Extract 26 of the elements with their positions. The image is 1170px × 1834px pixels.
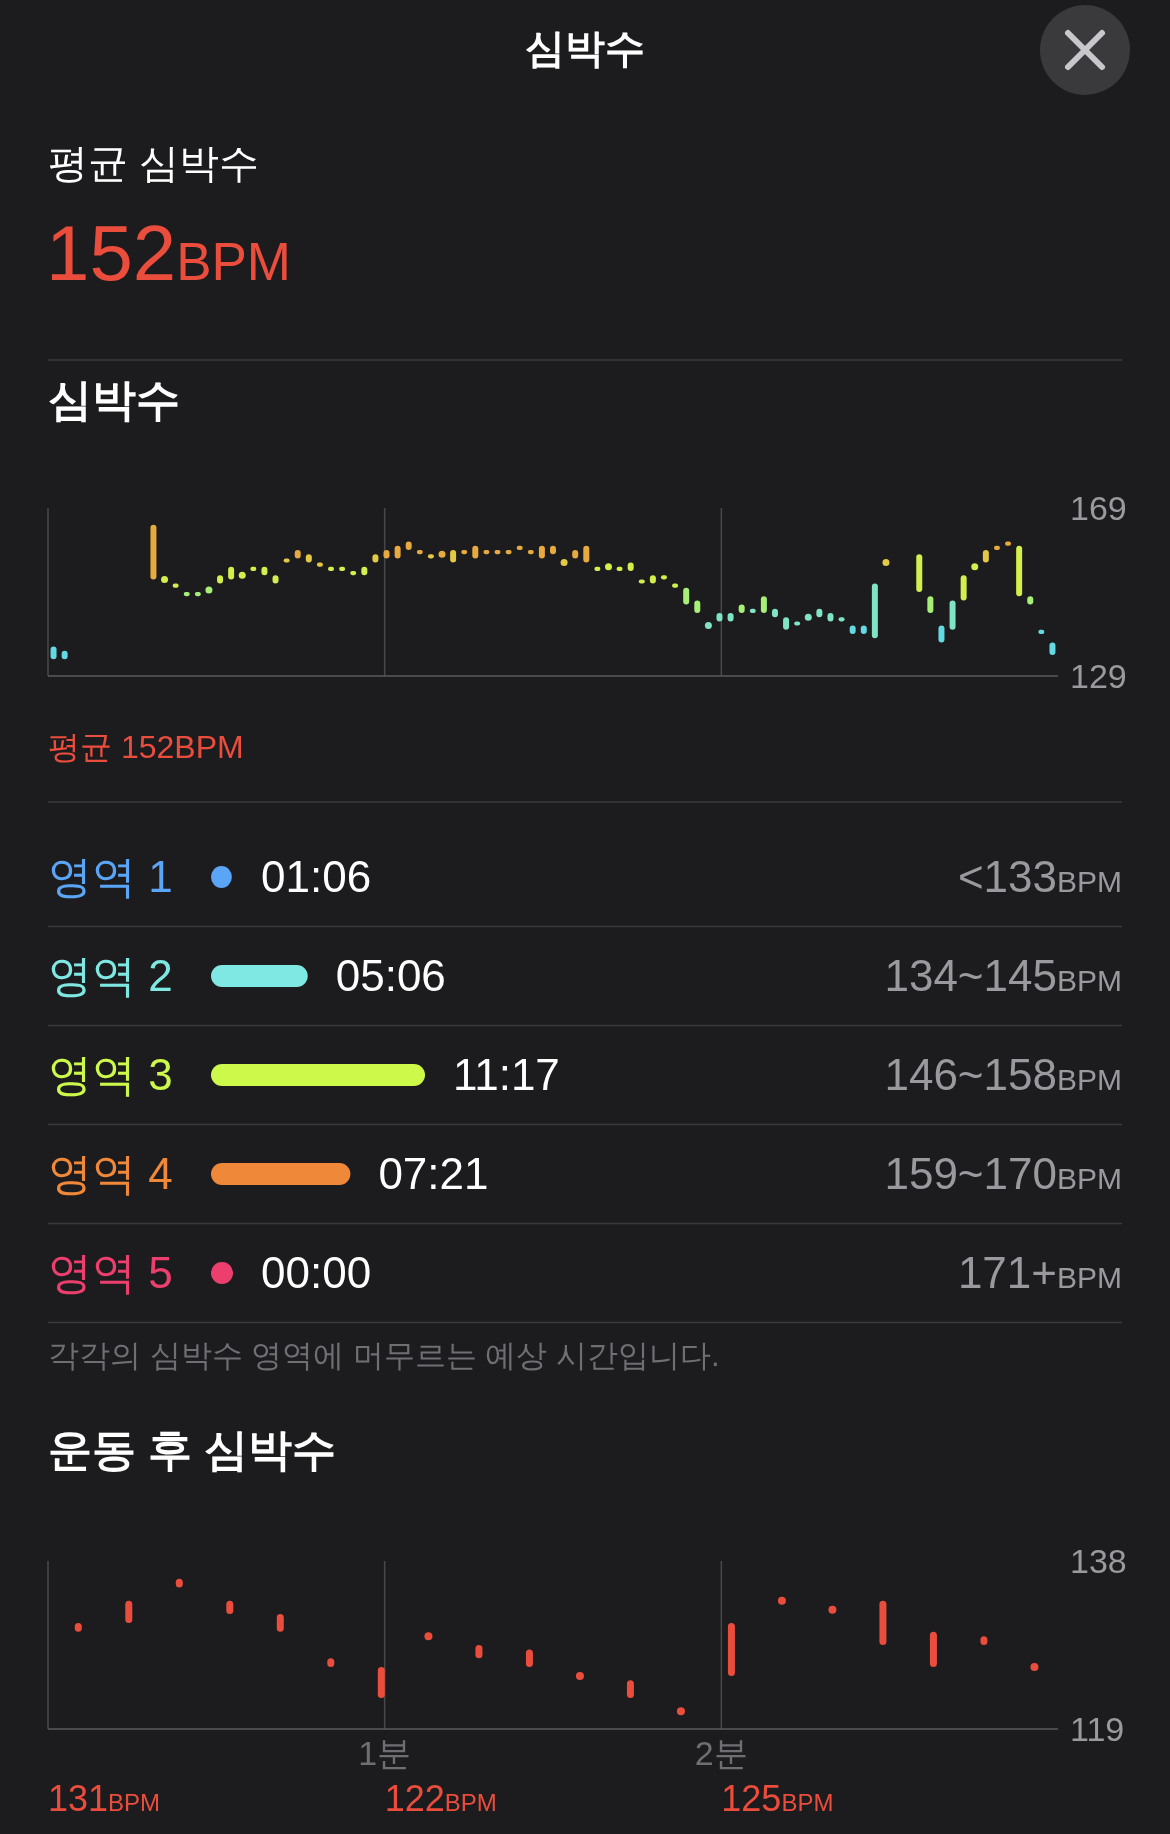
- xtick: 1분: [358, 1734, 412, 1772]
- category: 영역 1: [48, 852, 173, 901]
- annotation: 125BPM: [721, 1778, 834, 1819]
- annotation: 171+BPM: [957, 1248, 1122, 1297]
- annotation: 122BPM: [384, 1778, 497, 1819]
- annotation: 146~158BPM: [884, 1050, 1122, 1099]
- ytick: 138: [1070, 1542, 1127, 1580]
- category: 영역 5: [48, 1248, 173, 1297]
- annotation: 134~145BPM: [884, 951, 1122, 1000]
- title: 심박수: [525, 26, 645, 70]
- annotation: 131BPM: [48, 1778, 161, 1819]
- category: 영역 4: [48, 1149, 173, 1198]
- xtick: 2분: [694, 1734, 748, 1772]
- title: 운동 후 심박수: [48, 1425, 337, 1474]
- annotation: 평균 152BPM: [48, 729, 244, 765]
- annotation: 159~170BPM: [884, 1149, 1122, 1198]
- category: 영역 3: [48, 1050, 173, 1099]
- annotation: <133BPM: [957, 852, 1122, 901]
- title: 심박수: [48, 375, 180, 424]
- ytick: 169: [1070, 489, 1127, 527]
- category: 영역 2: [48, 951, 173, 1000]
- subtitle: 평균 심박수: [48, 141, 260, 185]
- ytick: 129: [1070, 657, 1127, 695]
- annotation: 152BPM: [46, 209, 291, 297]
- annotation: 각각의 심박수 영역에 머무르는 예상 시간입니다.: [48, 1338, 720, 1373]
- ytick: 119: [1070, 1710, 1125, 1748]
